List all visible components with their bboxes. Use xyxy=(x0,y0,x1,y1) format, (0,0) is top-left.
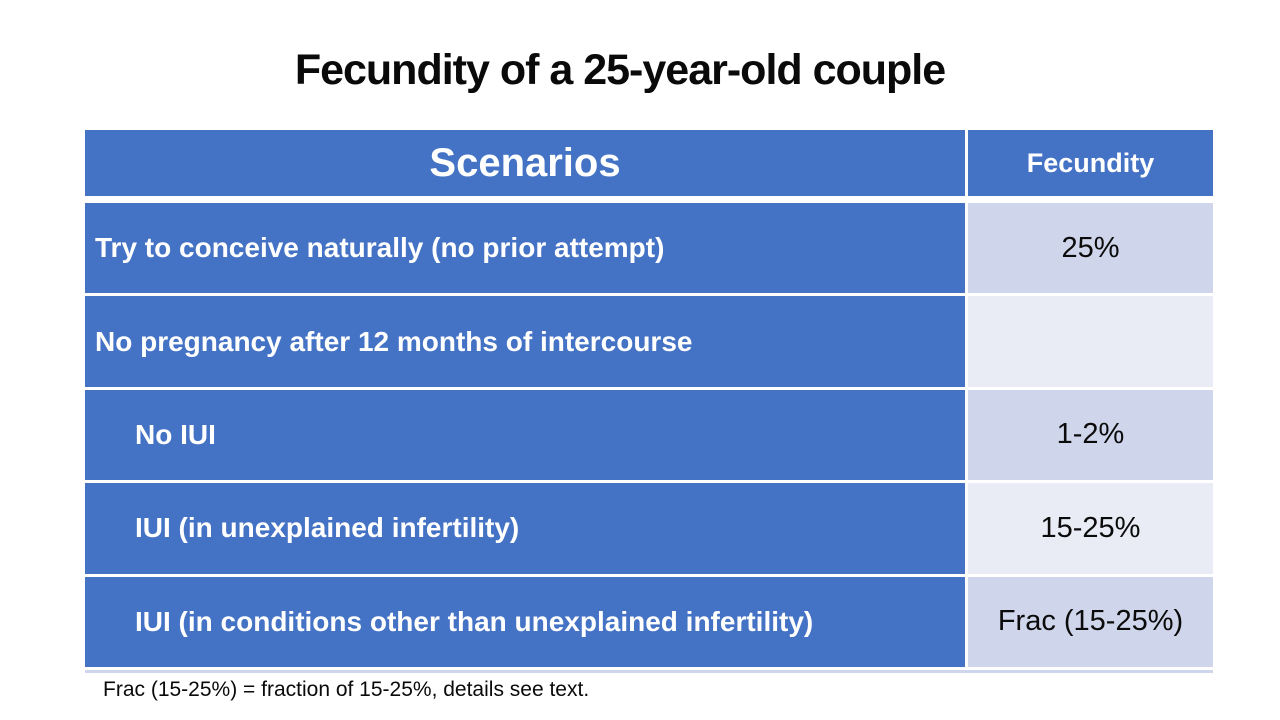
table-row-value-no-iui: 1-2% xyxy=(968,389,1213,484)
table-row-scenario-no-iui: No IUI xyxy=(85,389,968,484)
table-row-scenario-natural: Try to conceive naturally (no prior atte… xyxy=(85,203,968,297)
column-header-fecundity: Fecundity xyxy=(968,130,1213,203)
table-row-scenario-no-pregnancy-12-months: No pregnancy after 12 months of intercou… xyxy=(85,296,968,390)
table-row-value-iui-unexplained: 15-25% xyxy=(968,483,1213,577)
fecundity-table: Scenarios Fecundity Try to conceive natu… xyxy=(85,130,1213,673)
slide-title: Fecundity of a 25-year-old couple xyxy=(294,46,946,94)
footnote: Frac (15-25%) = fraction of 15-25%, deta… xyxy=(103,678,590,701)
table-row-scenario-iui-unexplained: IUI (in unexplained infertility) xyxy=(85,483,968,577)
column-header-scenarios: Scenarios xyxy=(85,130,968,203)
table-row-scenario-iui-other-conditions: IUI (in conditions other than unexplaine… xyxy=(85,576,968,670)
table-row-value-iui-other-conditions: Frac (15-25%) xyxy=(968,576,1213,670)
table-row-value-natural: 25% xyxy=(968,203,1213,297)
table-row-value-no-pregnancy-12-months xyxy=(968,296,1213,390)
